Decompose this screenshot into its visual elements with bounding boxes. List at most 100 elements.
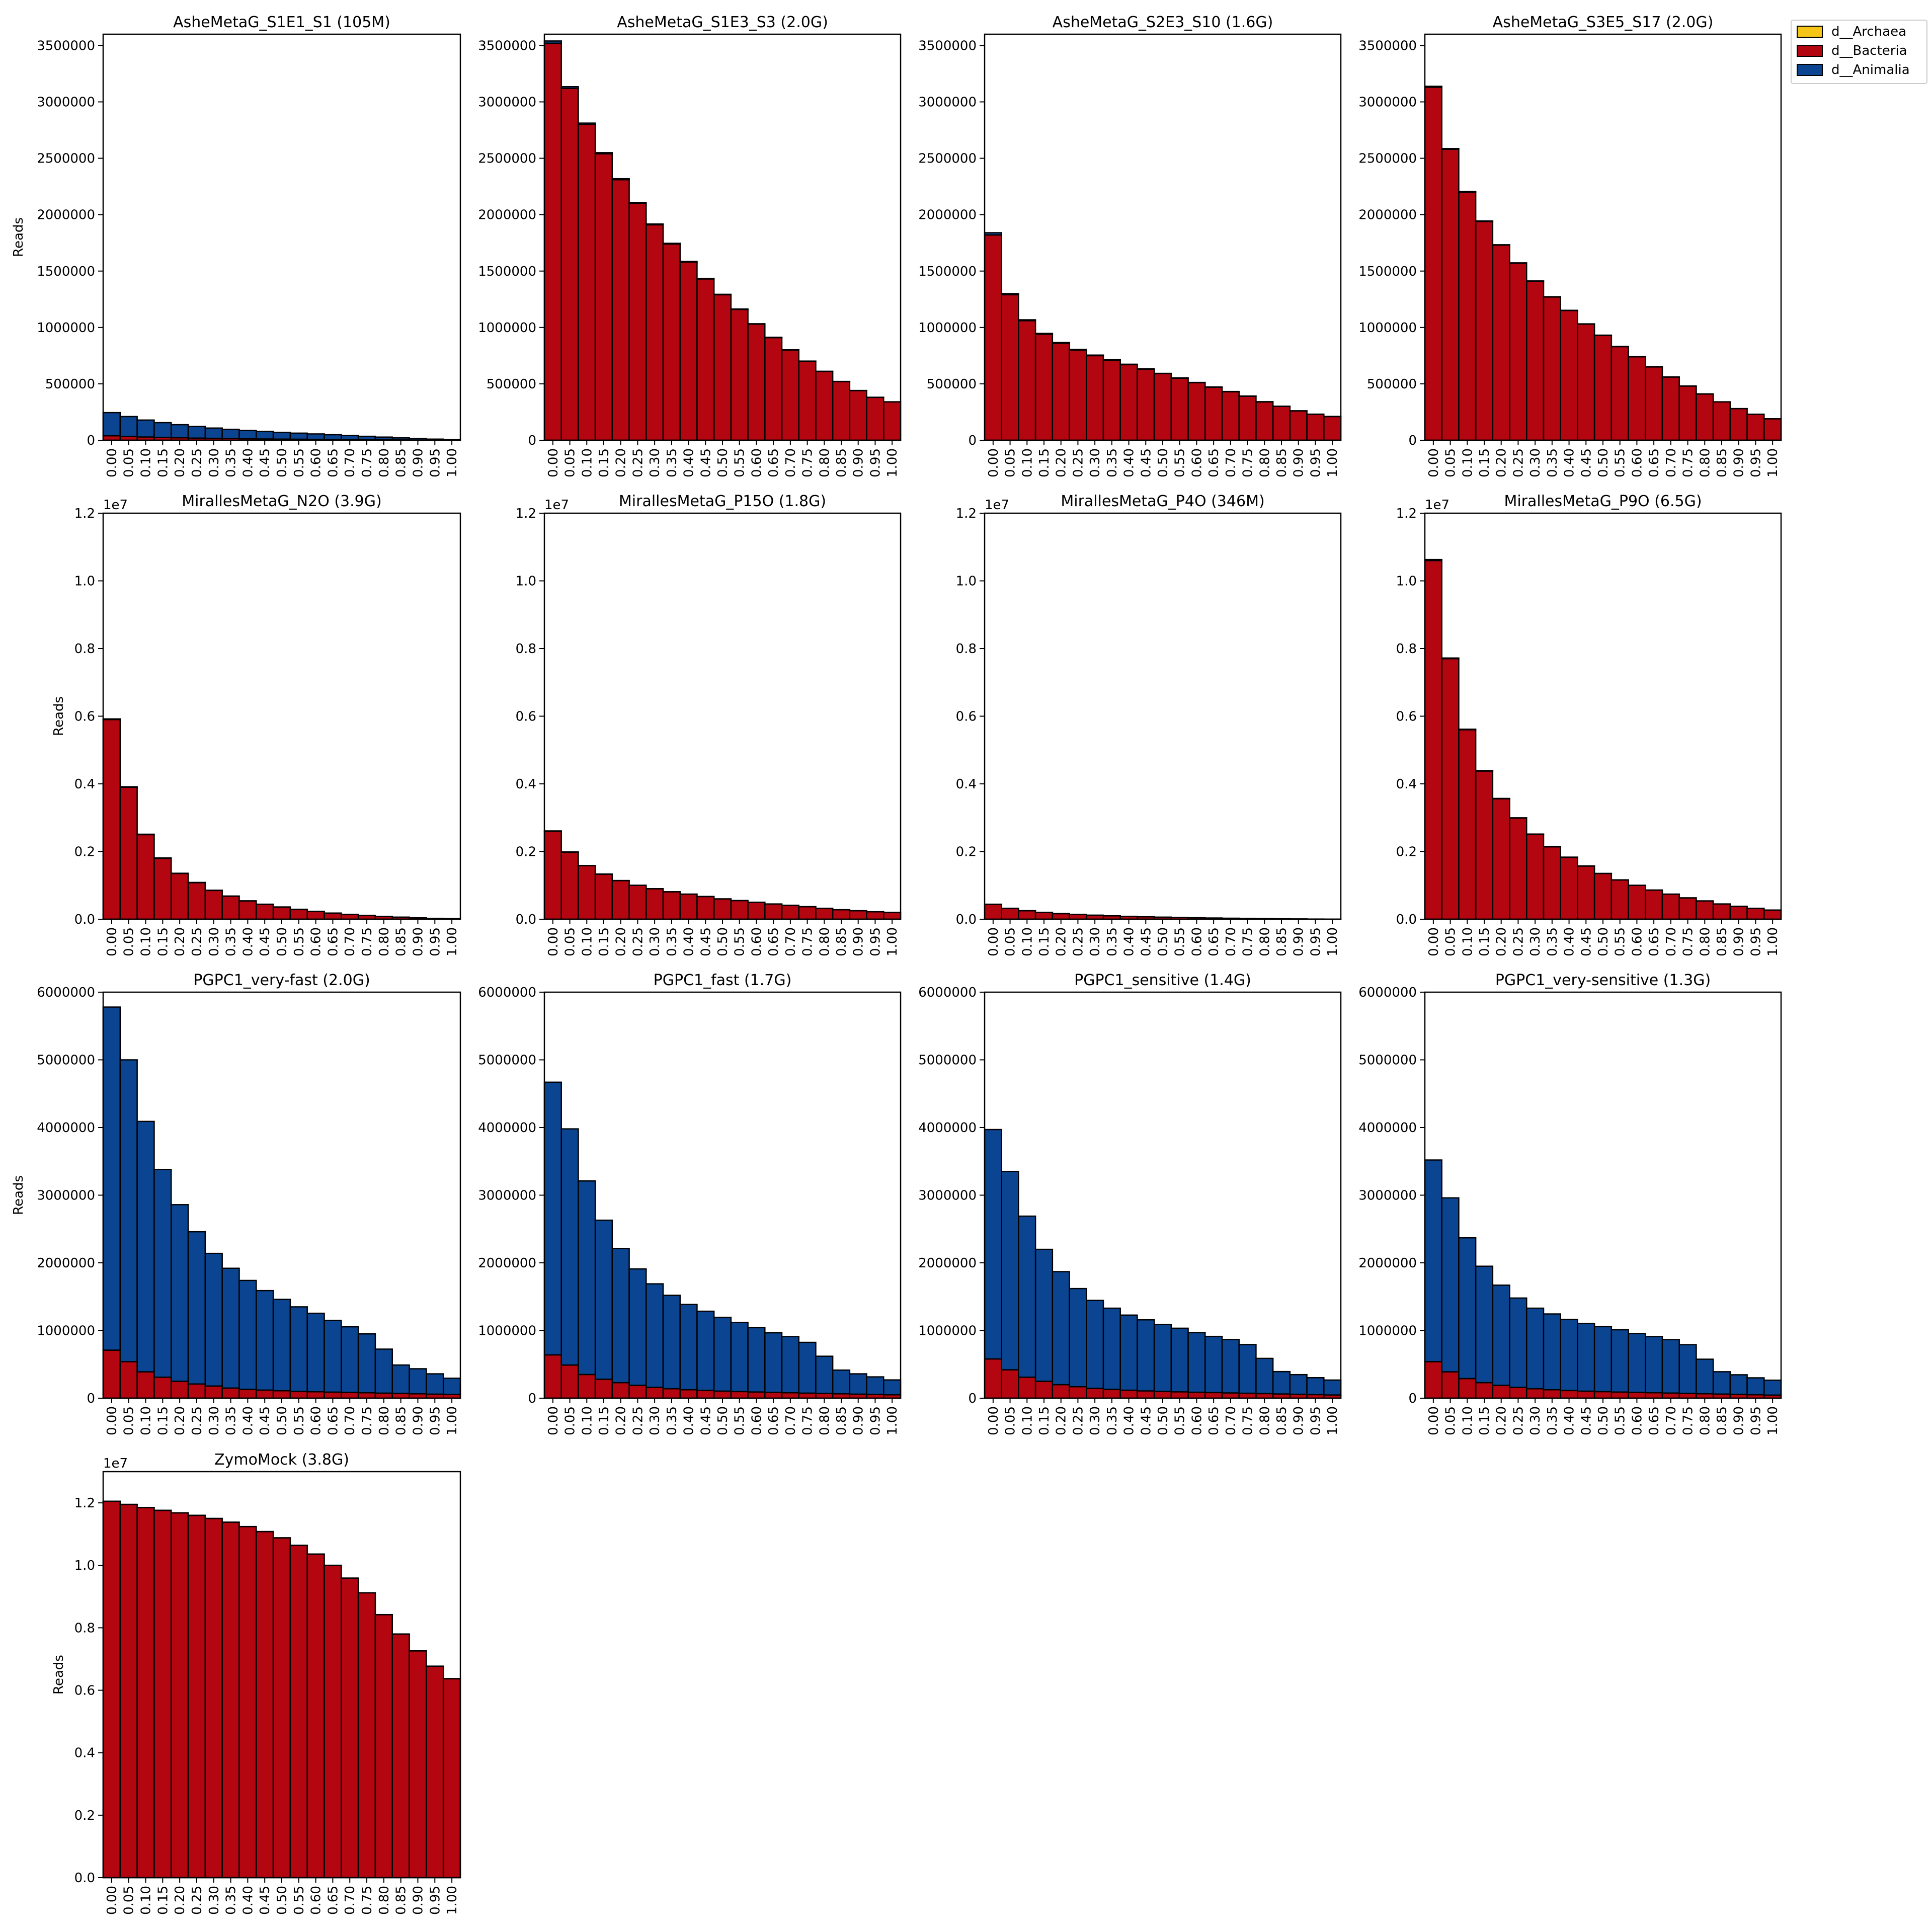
bar-bacteria-0.15 xyxy=(594,873,613,920)
bar-bacteria-0.20 xyxy=(611,1382,630,1399)
y-tick-label: 2500000 xyxy=(1358,151,1417,167)
x-tick-label: 0.00 xyxy=(546,1406,561,1435)
bar-bacteria-0.40 xyxy=(1560,309,1578,441)
x-tick-label: 0.10 xyxy=(139,1886,154,1915)
x-tick-label: 0.20 xyxy=(1494,927,1509,956)
bar-bacteria-0.25 xyxy=(1509,1387,1527,1399)
bar-bacteria-0.00 xyxy=(984,904,1002,920)
bar-bacteria-0.30 xyxy=(646,888,664,920)
bar-animalia-0.50 xyxy=(1153,1324,1172,1392)
bar-animalia-0.20 xyxy=(1492,1284,1510,1386)
y-tick-label: 2000000 xyxy=(37,208,95,223)
bar-animalia-0.00 xyxy=(543,40,562,44)
x-tick-label: 0.45 xyxy=(698,1406,713,1435)
bar-bacteria-0.20 xyxy=(170,1512,189,1879)
bar-bacteria-0.45 xyxy=(696,896,715,920)
bar-bacteria-0.55 xyxy=(1611,1391,1629,1399)
x-tick-label: 1.00 xyxy=(445,927,460,956)
bar-animalia-0.70 xyxy=(781,1336,799,1394)
x-tick-label: 0.35 xyxy=(665,448,680,477)
bar-bacteria-0.50 xyxy=(272,1390,291,1399)
bar-bacteria-0.85 xyxy=(832,1393,851,1399)
x-tick-label: 0.80 xyxy=(1257,1406,1272,1435)
y-tick-label: 0 xyxy=(1408,433,1417,448)
bar-bacteria-0.50 xyxy=(713,1390,732,1399)
x-tick-label: 0.90 xyxy=(411,927,426,956)
y-tick-label: 0.4 xyxy=(74,777,95,792)
x-tick-label: 0.35 xyxy=(224,1406,239,1435)
legend-entry-bacteria: d__Bacteria xyxy=(1797,43,1907,58)
x-tick-label: 0.35 xyxy=(224,448,239,477)
x-tick-label: 0.80 xyxy=(377,927,392,956)
panel-title: MirallesMetaG_N2O (3.9G) xyxy=(182,493,381,510)
x-tick-label: 0.90 xyxy=(1292,448,1307,477)
bar-bacteria-0.85 xyxy=(391,1393,410,1399)
y-tick-label: 1000000 xyxy=(1358,320,1417,336)
y-tick-label: 0.4 xyxy=(74,1746,95,1761)
bar-animalia-0.10 xyxy=(1018,319,1036,321)
y-tick-label: 2000000 xyxy=(918,1256,977,1271)
bar-bacteria-0.25 xyxy=(628,203,647,441)
x-tick-label: 0.40 xyxy=(1562,1406,1577,1435)
bar-bacteria-0.25 xyxy=(1069,914,1087,920)
bar-animalia-0.05 xyxy=(560,1128,579,1366)
bar-bacteria-0.30 xyxy=(204,890,223,920)
x-tick-label: 0.10 xyxy=(139,927,154,956)
panel-title: ZymoMock (3.8G) xyxy=(214,1451,349,1469)
bar-animalia-0.00 xyxy=(984,232,1002,236)
x-tick-label: 1.00 xyxy=(885,927,900,956)
bar-bacteria-0.65 xyxy=(1645,889,1663,920)
x-tick-label: 0.85 xyxy=(394,927,409,956)
y-tick-label: 1.0 xyxy=(74,574,95,589)
bar-bacteria-0.70 xyxy=(1661,376,1680,441)
bar-bacteria-0.25 xyxy=(187,882,206,920)
y-tick-label: 4000000 xyxy=(37,1120,95,1136)
bar-bacteria-0.10 xyxy=(136,1371,155,1399)
bar-animalia-0.15 xyxy=(1475,1265,1494,1384)
y-tick-label: 0 xyxy=(968,433,977,448)
bar-bacteria-0.50 xyxy=(713,898,732,920)
x-tick-label: 0.20 xyxy=(173,1406,188,1435)
bar-bacteria-0.05 xyxy=(560,851,579,920)
panel-7: 0.00.20.40.60.81.01.20.00 0.05 0.10 0.15 0.2… xyxy=(956,493,1342,956)
x-tick-label: 0.85 xyxy=(1274,448,1290,477)
y-tick-label: 1000000 xyxy=(478,1324,536,1339)
bar-animalia-0.25 xyxy=(1069,1287,1087,1388)
y-tick-label: 3000000 xyxy=(478,1188,536,1203)
x-tick-label: 0.05 xyxy=(122,927,137,956)
y-tick-label: 5000000 xyxy=(1358,1053,1417,1068)
bar-bacteria-0.00 xyxy=(1424,559,1442,920)
bar-bacteria-0.35 xyxy=(662,891,681,920)
y-tick-label: 0.0 xyxy=(956,912,977,927)
bar-animalia-0.60 xyxy=(1628,1333,1646,1393)
x-tick-label: 0.10 xyxy=(580,1406,595,1435)
bar-bacteria-0.45 xyxy=(1577,1390,1595,1399)
bar-bacteria-0.15 xyxy=(1475,220,1494,441)
bar-bacteria-0.25 xyxy=(187,1383,206,1399)
bar-animalia-0.45 xyxy=(696,278,715,280)
x-tick-label: 0.30 xyxy=(207,1406,222,1435)
x-tick-label: 0.35 xyxy=(224,927,239,956)
bar-animalia-0.55 xyxy=(1611,1329,1629,1393)
x-tick-label: 0.65 xyxy=(1206,1406,1222,1435)
x-tick-label: 0.30 xyxy=(1528,927,1543,956)
panel-3: 0 500000 1000000 1500000 2000000 2500000 30000… xyxy=(918,14,1342,477)
x-tick-label: 0.85 xyxy=(834,448,849,477)
x-tick-label: 0.85 xyxy=(394,448,409,477)
y-tick-label: 0.8 xyxy=(516,641,536,657)
bar-animalia-0.75 xyxy=(1678,1344,1697,1394)
x-tick-label: 0.25 xyxy=(630,1406,646,1435)
x-tick-label: 0.75 xyxy=(1241,1406,1256,1435)
bar-animalia-0.55 xyxy=(1170,1327,1189,1393)
panel-title: MirallesMetaG_P15O (1.8G) xyxy=(619,493,826,510)
x-tick-label: 0.35 xyxy=(1545,1406,1560,1435)
bar-bacteria-0.00 xyxy=(102,718,121,920)
y-tick-label: 0.2 xyxy=(74,1808,95,1823)
x-tick-label: 0.15 xyxy=(155,927,171,956)
bar-animalia-0.20 xyxy=(611,178,630,181)
x-tick-label: 0.50 xyxy=(715,448,731,477)
y-tick-label: 0 xyxy=(87,433,95,448)
x-tick-label: 1.00 xyxy=(1765,927,1781,956)
x-tick-label: 0.25 xyxy=(190,927,205,956)
bar-animalia-0.65 xyxy=(1204,1335,1223,1394)
